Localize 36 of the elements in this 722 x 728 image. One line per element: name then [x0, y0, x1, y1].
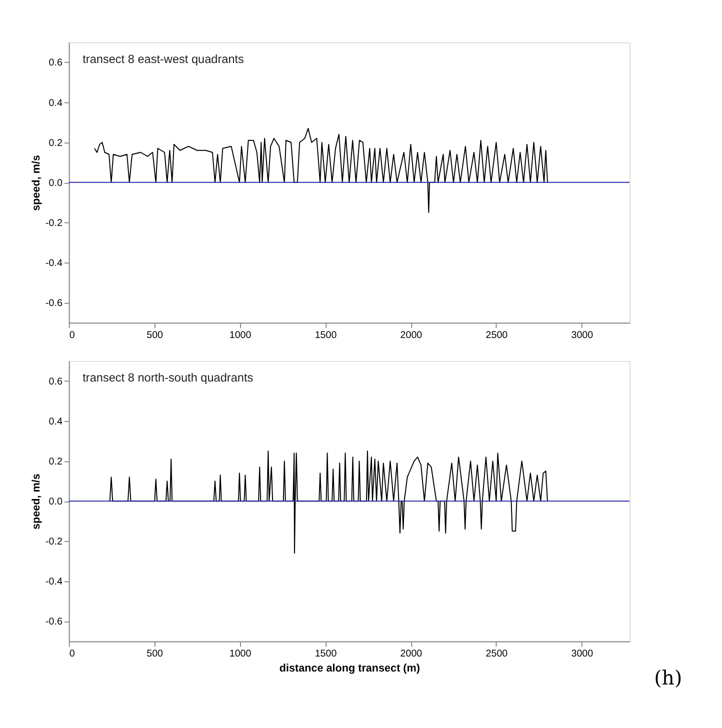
- x-tick-label: 0: [69, 648, 76, 660]
- x-tick-label: 3000: [571, 330, 594, 341]
- y-tick-label: 0.0: [48, 496, 63, 508]
- y-tick-label: 0.6: [48, 58, 63, 69]
- y-tick-label: 0.0: [48, 178, 63, 189]
- y-axis-title: speed, m/s: [30, 154, 43, 211]
- y-tick-label: -0.6: [46, 298, 63, 309]
- x-tick-label: 1500: [314, 330, 338, 341]
- y-tick-label: 0.2: [48, 138, 62, 149]
- y-tick-label: 0.2: [48, 456, 62, 468]
- y-tick-label: -0.4: [46, 576, 63, 588]
- x-tick-label: 2000: [400, 330, 423, 341]
- line-series: [94, 128, 548, 213]
- y-tick-label: -0.4: [46, 258, 63, 269]
- y-tick-label: -0.6: [46, 616, 63, 628]
- x-tick-label: 0: [69, 330, 76, 341]
- line-series: [109, 450, 548, 554]
- x-tick-label: 2500: [486, 330, 508, 341]
- x-tick-label: 1000: [229, 330, 252, 341]
- y-tick-label: 0.4: [48, 416, 63, 428]
- x-tick-label: 3000: [571, 648, 594, 660]
- x-tick-label: 500: [146, 648, 164, 660]
- x-tick-label: 1000: [229, 648, 252, 660]
- y-tick-label: -0.2: [46, 536, 62, 548]
- x-axis-title: distance along transect (m): [279, 662, 420, 674]
- text: transect 8 north-south quadrants: [82, 370, 254, 385]
- x-tick-label: 2000: [400, 648, 423, 660]
- x-tick-label: 500: [146, 330, 164, 341]
- text: transect 8 east-west quadrants: [82, 52, 244, 66]
- x-tick-label: 2500: [486, 648, 508, 660]
- y-axis-title: speed, m/s: [30, 474, 43, 530]
- y-tick-label: -0.2: [46, 218, 62, 229]
- x-tick-label: 1500: [314, 648, 338, 660]
- y-tick-label: 0.4: [48, 98, 63, 109]
- y-tick-label: 0.6: [48, 376, 63, 388]
- text: (h): [654, 666, 682, 690]
